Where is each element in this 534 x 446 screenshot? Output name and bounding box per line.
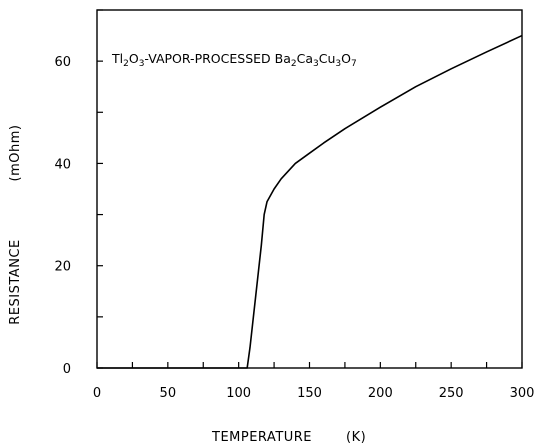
annotation-subscript: 2 xyxy=(291,59,297,69)
x-axis-unit: (K) xyxy=(346,430,366,445)
x-tick-label: 0 xyxy=(93,386,101,401)
chart-annotation: Tl2O3-VAPOR-PROCESSED Ba2Ca3Cu3O7 xyxy=(111,51,357,69)
x-tick-label: 300 xyxy=(510,386,534,401)
x-tick-label: 100 xyxy=(226,386,251,401)
x-axis-title: TEMPERATURE xyxy=(211,430,312,445)
y-axis-unit: (mOhm) xyxy=(8,125,23,182)
annotation-text: Ca xyxy=(297,51,313,66)
annotation-text: Tl xyxy=(111,51,123,66)
annotation-subscript: 7 xyxy=(351,59,357,69)
annotation-subscript: 2 xyxy=(123,59,129,69)
annotation-subscript: 3 xyxy=(335,59,341,69)
y-tick-label: 60 xyxy=(54,55,71,70)
y-tick-label: 0 xyxy=(63,362,71,377)
x-tick-label: 200 xyxy=(368,386,393,401)
annotation-subscript: 3 xyxy=(139,59,145,69)
x-tick-label: 50 xyxy=(160,386,177,401)
y-tick-label: 20 xyxy=(54,260,71,275)
annotation-text: O xyxy=(341,51,351,66)
y-axis-title: RESISTANCE xyxy=(8,239,23,324)
x-tick-label: 150 xyxy=(297,386,322,401)
annotation-subscript: 3 xyxy=(313,59,319,69)
y-tick-label: 40 xyxy=(54,157,71,172)
tick-layer: 0 50 100 150 200 250 300 0 20 40 60 xyxy=(54,9,534,401)
annotation-text: Cu xyxy=(319,51,336,66)
annotation-text: O xyxy=(129,51,139,66)
x-tick-label: 250 xyxy=(439,386,464,401)
annotation-text: -VAPOR-PROCESSED Ba xyxy=(144,51,290,66)
series-line xyxy=(97,34,523,369)
